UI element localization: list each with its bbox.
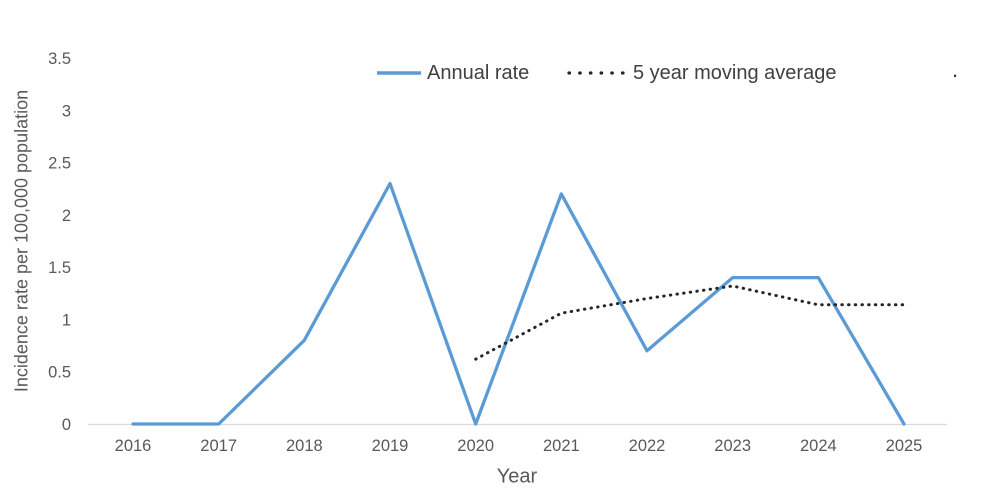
x-tick-label: 2019: [372, 437, 409, 455]
y-axis-title: Incidence rate per 100,000 population: [11, 89, 32, 393]
x-axis-title: Year: [496, 465, 538, 488]
x-tick-label: 2022: [629, 437, 666, 455]
y-tick-label: 0.5: [48, 364, 71, 382]
y-tick-label: 1.5: [48, 259, 71, 277]
moving-average-line: [474, 284, 906, 361]
x-tick-label: 2016: [115, 437, 152, 455]
legend: Annual rate 5 year moving average: [0, 60, 1000, 86]
x-tick-label: 2020: [457, 437, 494, 455]
x-tick-label: 2018: [286, 437, 323, 455]
y-tick-label: 2.5: [48, 155, 71, 173]
x-tick-label: 2024: [800, 437, 837, 455]
y-tick-label: 0: [62, 416, 71, 434]
moving-average-line-sample-icon: [567, 71, 628, 75]
stray-period-text: .: [952, 57, 959, 82]
x-tick-label: 2021: [543, 437, 580, 455]
x-tick-label: 2023: [714, 437, 751, 455]
legend-item-annual-rate: Annual rate: [376, 60, 529, 86]
legend-label-annual-rate: Annual rate: [427, 61, 530, 84]
y-tick-label: 1: [62, 311, 71, 329]
legend-item-moving-average: 5 year moving average: [566, 60, 836, 86]
annual-rate-line-sample-icon: [377, 71, 421, 75]
x-tick-label: 2025: [886, 437, 923, 455]
x-tick-label: 2017: [200, 437, 237, 455]
y-tick-label: 2: [62, 207, 71, 225]
y-tick-label: 3: [62, 102, 71, 120]
legend-label-moving-average: 5 year moving average: [633, 61, 837, 84]
annual-rate-line: [131, 181, 906, 426]
y-tick-label: 3.5: [48, 50, 71, 68]
